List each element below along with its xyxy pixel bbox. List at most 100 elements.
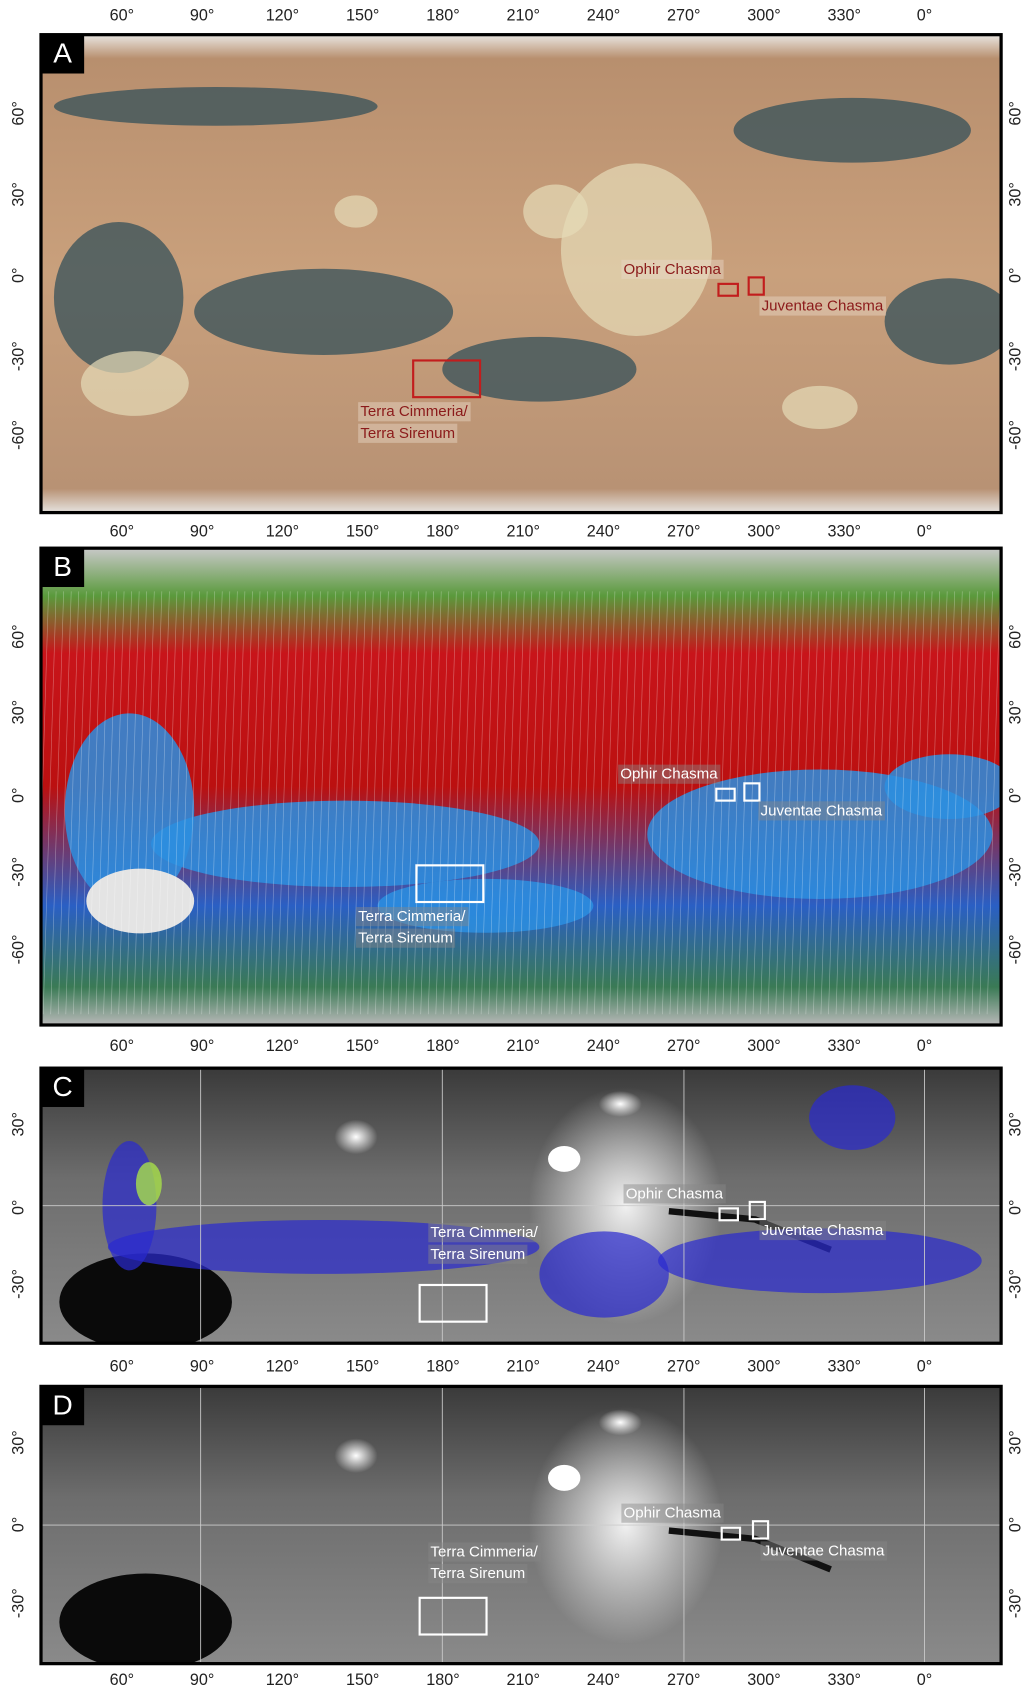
longitude-label: 0°	[917, 522, 932, 540]
longitude-label: 270°	[667, 1037, 700, 1055]
volcano	[334, 1438, 377, 1473]
longitude-label: 300°	[747, 1671, 780, 1689]
longitude-label: 150°	[346, 1671, 379, 1689]
map-panel: D30°30°0°0°-30°-30°Ophir ChasmaJuventae …	[10, 1386, 1025, 1670]
latitude-label: 0°	[1006, 1517, 1024, 1532]
longitude-label: 240°	[587, 1357, 620, 1375]
longitude-label: 150°	[346, 7, 379, 25]
latitude-label: 60°	[1006, 624, 1024, 648]
panel-letter: C	[52, 1071, 72, 1102]
longitude-label: 60°	[110, 7, 134, 25]
longitude-label: 300°	[747, 522, 780, 540]
map-image	[41, 1386, 1001, 1670]
volcano	[599, 1409, 642, 1435]
latitude-label: 0°	[1006, 268, 1024, 283]
latitude-label: -30°	[1006, 341, 1024, 371]
region-label: Terra Cimmeria/	[360, 403, 468, 420]
map-panel: A60°60°30°30°0°0°-30°-30°-60°-60°Ophir C…	[10, 35, 1025, 513]
longitude-label: 210°	[506, 1671, 539, 1689]
latitude-label: 30°	[10, 1112, 28, 1136]
panel-letter: B	[53, 551, 72, 582]
latitude-label: 30°	[10, 1430, 28, 1454]
longitude-label: 180°	[426, 522, 459, 540]
longitude-label: 90°	[190, 1671, 214, 1689]
volcano	[548, 1146, 580, 1172]
longitude-label: 210°	[506, 1357, 539, 1375]
latitude-label: -30°	[10, 341, 28, 371]
latitude-label: -30°	[10, 1269, 28, 1299]
latitude-label: -30°	[10, 1588, 28, 1618]
detection-region	[809, 1085, 895, 1150]
panel-letter: A	[53, 38, 72, 69]
region-label: Terra Sirenum	[430, 1565, 525, 1582]
bright-region	[523, 185, 588, 239]
longitude-label: 90°	[190, 1357, 214, 1375]
latitude-label: -30°	[1006, 1588, 1024, 1618]
longitude-label: 180°	[426, 1357, 459, 1375]
longitude-label: 270°	[667, 522, 700, 540]
longitude-label: 180°	[426, 1671, 459, 1689]
latitude-label: 0°	[1006, 787, 1024, 802]
detection-peak	[136, 1162, 162, 1205]
blue-region	[151, 801, 539, 887]
longitude-label: 210°	[506, 1037, 539, 1055]
longitude-label: 0°	[917, 1671, 932, 1689]
latitude-label: 0°	[10, 268, 28, 283]
latitude-label: 0°	[10, 1517, 28, 1532]
dark-region	[734, 98, 971, 163]
latitude-label: 0°	[10, 1200, 28, 1215]
region-label: Terra Cimmeria/	[430, 1544, 538, 1561]
longitude-label: 270°	[667, 1671, 700, 1689]
panel-letter: D	[52, 1389, 72, 1420]
latitude-label: 30°	[1006, 700, 1024, 724]
latitude-label: -30°	[1006, 857, 1024, 887]
region-label: Terra Sirenum	[360, 425, 455, 442]
region-label: Juventae Chasma	[763, 1542, 885, 1559]
longitude-label: 330°	[828, 1671, 861, 1689]
bright-region	[334, 195, 377, 227]
longitude-label: 240°	[587, 1037, 620, 1055]
dark-region	[442, 337, 636, 402]
longitude-label: 120°	[266, 1037, 299, 1055]
map-panel: C30°30°0°0°-30°-30°Ophir ChasmaJuventae …	[10, 1068, 1025, 1350]
track	[28, 591, 41, 1014]
bright-region	[561, 163, 712, 336]
longitude-label: 270°	[667, 1357, 700, 1375]
longitude-label: 0°	[917, 1357, 932, 1375]
bright-region	[81, 351, 189, 416]
latitude-label: -60°	[1006, 935, 1024, 965]
dark-basin	[59, 1574, 232, 1671]
dark-region	[885, 278, 1014, 364]
region-label: Terra Cimmeria/	[358, 908, 466, 925]
longitude-label: 90°	[190, 1037, 214, 1055]
longitude-label: 300°	[747, 1357, 780, 1375]
white-region	[86, 869, 194, 934]
longitude-label: 150°	[346, 1357, 379, 1375]
latitude-label: 60°	[1006, 101, 1024, 125]
region-label: Juventae Chasma	[761, 802, 883, 819]
region-label: Ophir Chasma	[626, 1185, 724, 1202]
region-label: Ophir Chasma	[620, 766, 718, 783]
dark-region	[194, 269, 453, 355]
latitude-label: -60°	[10, 420, 28, 450]
volcano	[599, 1091, 642, 1117]
longitude-label: 60°	[110, 522, 134, 540]
latitude-label: 60°	[10, 624, 28, 648]
longitude-label: 0°	[917, 7, 932, 25]
longitude-label: 0°	[917, 1037, 932, 1055]
detection-region	[539, 1231, 668, 1317]
region-label: Terra Sirenum	[358, 930, 453, 947]
longitude-label: 210°	[506, 7, 539, 25]
region-label: Terra Sirenum	[430, 1246, 525, 1263]
longitude-label: 150°	[346, 522, 379, 540]
map-image	[28, 548, 1014, 1025]
longitude-label: 120°	[266, 522, 299, 540]
longitude-label: 330°	[828, 1357, 861, 1375]
longitude-label: 60°	[110, 1357, 134, 1375]
latitude-label: -30°	[10, 857, 28, 887]
region-label: Ophir Chasma	[624, 261, 722, 278]
region-label: Juventae Chasma	[762, 1222, 884, 1239]
dark-region	[54, 222, 183, 373]
map-image	[41, 1068, 1001, 1350]
longitude-label: 330°	[828, 522, 861, 540]
